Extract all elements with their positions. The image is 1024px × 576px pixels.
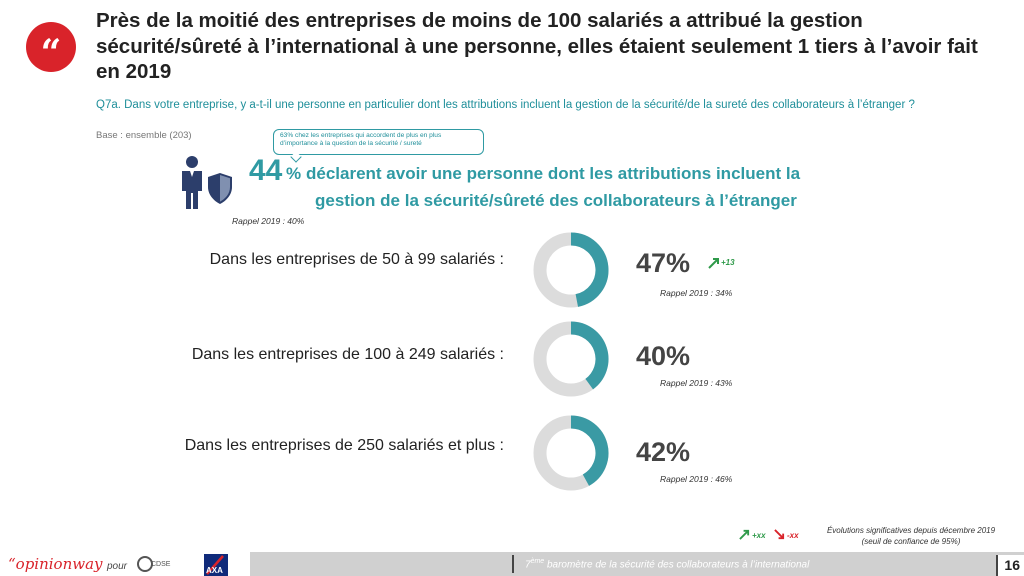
legend-down-label: -xx	[787, 531, 799, 540]
axa-logo-mark: AXA	[206, 555, 224, 575]
legend-down-arrow-icon	[774, 529, 785, 540]
quote-icon: “	[26, 22, 76, 74]
cdse-logo-text: CDSE	[151, 561, 171, 568]
footer-pour: pour	[107, 561, 128, 572]
rappel-100-249: Rappel 2019 : 43%	[660, 378, 733, 388]
donut-100-249	[533, 321, 609, 397]
value-label-50-99: 47%	[636, 248, 691, 278]
page-number: 16	[996, 555, 1024, 576]
headline-rappel: Rappel 2019 : 40%	[232, 216, 305, 226]
legend-up-label: +xx	[752, 531, 766, 540]
row-label-100-249: Dans les entreprises de 100 à 249 salari…	[191, 346, 504, 363]
page-title: Près de la moitié des entreprises de moi…	[96, 9, 978, 83]
headline-line-2: gestion de la sécurité/sûreté des collab…	[315, 191, 797, 210]
headline-percent-sign: %	[286, 164, 302, 183]
footer-separator	[512, 555, 514, 573]
row-label-50-99: Dans les entreprises de 50 à 99 salariés…	[209, 251, 504, 268]
evolution-50-99: +13	[721, 258, 735, 267]
donut-250-plus	[533, 415, 609, 491]
donut-value-arc	[570, 232, 609, 307]
up-arrow-icon	[708, 258, 719, 269]
footer-title: baromètre de la sécurité des collaborate…	[544, 559, 810, 571]
axa-logo: AXA	[204, 554, 228, 576]
donut-50-99	[533, 232, 609, 308]
rappel-250-plus: Rappel 2019 : 46%	[660, 474, 733, 484]
cdse-logo: CDSE	[137, 556, 171, 572]
base-text: Base : ensemble (203)	[96, 130, 192, 141]
legend-note-line-1: Évolutions significatives depuis décembr…	[826, 526, 996, 535]
row-label-250-plus: Dans les entreprises de 250 salariés et …	[184, 437, 504, 454]
footer-ordinal-sup: ème	[530, 558, 545, 565]
footer-ordinal: 7	[525, 559, 531, 571]
security-person-icon	[182, 156, 232, 209]
value-label-250-plus: 42%	[636, 437, 691, 467]
headline-line-1: déclarent avoir une personne dont les at…	[306, 164, 801, 183]
value-label-100-249: 40%	[636, 341, 691, 371]
legend-note-line-2: (seuil de confiance de 95%)	[861, 537, 961, 546]
rappel-50-99: Rappel 2019 : 34%	[660, 288, 733, 298]
axa-logo-text: AXA	[206, 566, 223, 575]
legend-up-arrow-icon	[739, 529, 750, 540]
footer-text: 7ème baromètre de la sécurité des collab…	[525, 558, 809, 570]
question-text: Q7a. Dans votre entreprise, y a-t-il une…	[96, 99, 915, 111]
headline-value: 44	[249, 154, 283, 187]
donut-value-arc	[570, 321, 609, 390]
opinionway-logo: “opinionway	[8, 555, 103, 573]
legend-note: Évolutions significatives depuis décembr…	[806, 525, 1016, 547]
donut-value-arc	[570, 415, 609, 486]
callout-box: 63% chez les entreprises qui accordent d…	[273, 129, 484, 155]
